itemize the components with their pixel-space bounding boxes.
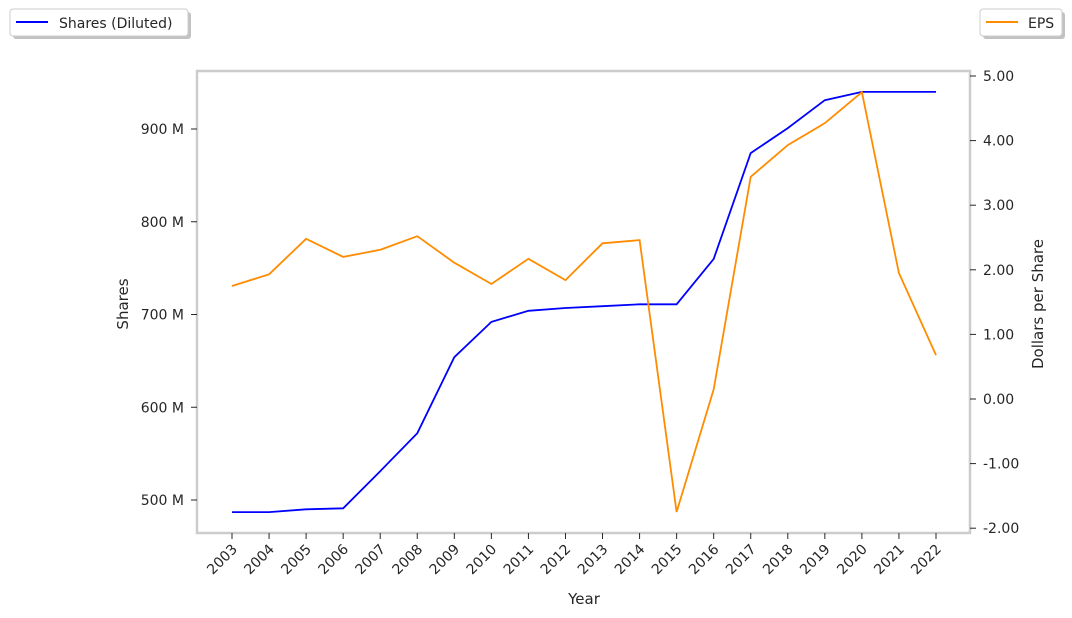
x-axis-label: Year: [567, 590, 601, 608]
x-tick-label: 2010: [464, 542, 501, 579]
right-tick-label: 5.00: [983, 69, 1014, 85]
right-tick-label: 3.00: [983, 198, 1014, 214]
right-axis-label: Dollars per Share: [1029, 239, 1047, 369]
x-tick-label: 2011: [501, 542, 538, 579]
x-tick-label: 2008: [390, 542, 427, 579]
right-tick-label: 0.00: [983, 392, 1014, 408]
eps-line: [231, 90, 937, 513]
x-tick-label: 2015: [649, 542, 686, 579]
shares-line: [232, 91, 936, 513]
x-tick-label: 2019: [797, 542, 834, 579]
x-tick-label: 2017: [723, 542, 760, 579]
x-tick-label: 2018: [760, 542, 797, 579]
x-tick-label: 2014: [612, 541, 649, 578]
x-tick-label: 2004: [241, 541, 278, 578]
x-tick-label: 2021: [871, 542, 908, 579]
legend-shares-label: Shares (Diluted): [59, 16, 173, 32]
right-tick-label: -1.00: [983, 457, 1019, 473]
right-tick-label: -2.00: [983, 521, 1019, 537]
x-tick-label: 2005: [278, 542, 315, 579]
right-tick-label: 4.00: [983, 134, 1014, 150]
x-tick-label: 2012: [538, 542, 575, 579]
left-tick-label: 600 M: [141, 400, 184, 416]
left-tick-label: 900 M: [141, 122, 184, 138]
x-tick-label: 2009: [427, 542, 464, 579]
legend-shares: Shares (Diluted): [9, 8, 191, 39]
plot-frame: [195, 69, 972, 535]
left-tick-label: 500 M: [141, 493, 184, 509]
legend-eps: EPS: [979, 8, 1065, 39]
x-tick-label: 2006: [315, 541, 352, 578]
legend-eps-label: EPS: [1028, 16, 1054, 32]
x-tick-label: 2007: [353, 542, 390, 579]
left-axis-label: Shares: [114, 278, 132, 329]
right-tick-label: 1.00: [983, 327, 1014, 343]
left-tick-label: 800 M: [141, 215, 184, 231]
x-tick-label: 2016: [686, 541, 723, 578]
x-tick-label: 2003: [204, 542, 241, 579]
right-tick-label: 2.00: [983, 263, 1014, 279]
left-tick-label: 700 M: [141, 308, 184, 324]
x-tick-label: 2013: [575, 542, 612, 579]
x-tick-label: 2022: [908, 542, 945, 579]
x-tick-label: 2020: [834, 542, 871, 579]
